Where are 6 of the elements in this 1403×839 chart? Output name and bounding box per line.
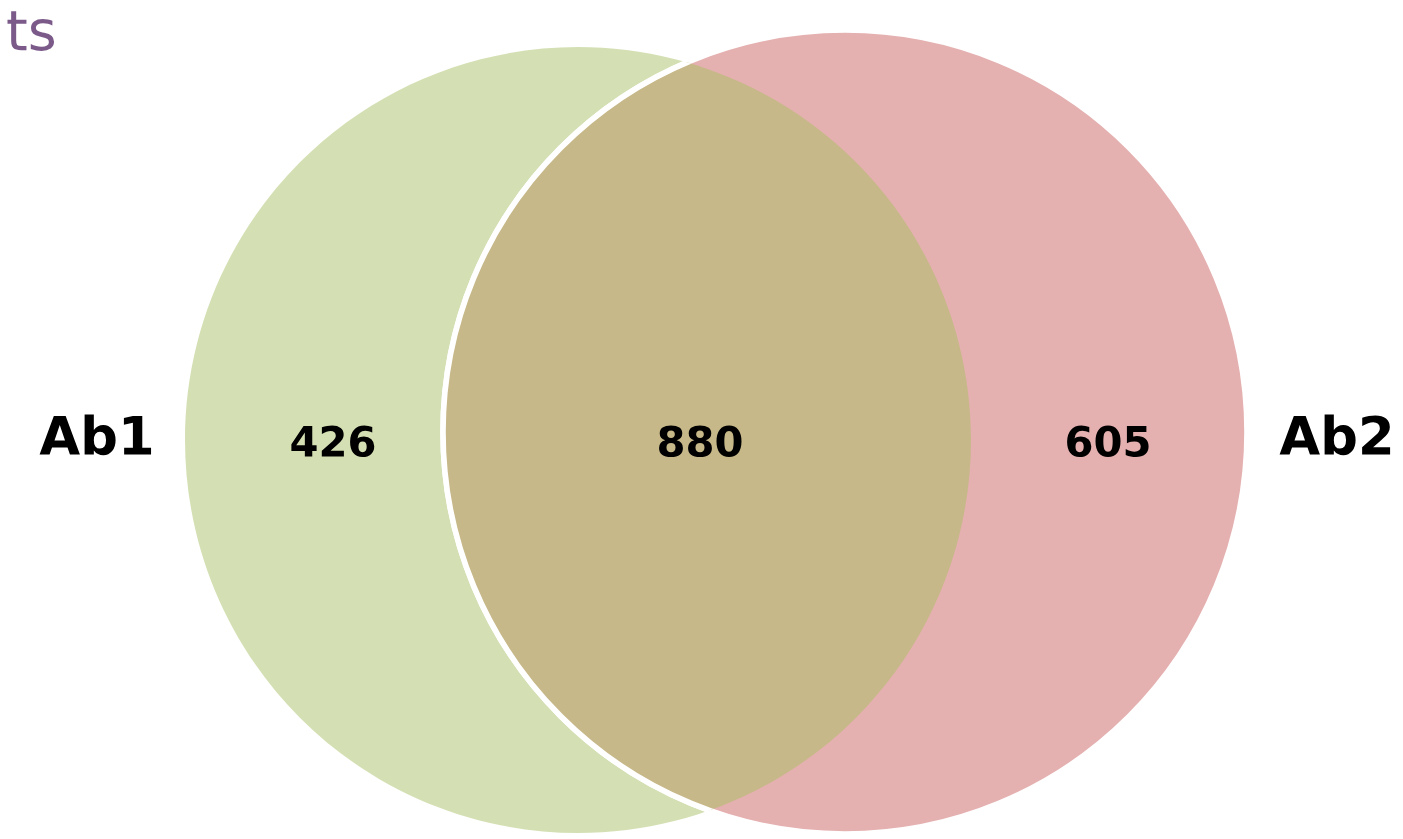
category-label: Ab1 [39, 414, 152, 456]
data-label: 880 [659, 425, 742, 458]
text: ts [7, 11, 55, 51]
data-label: 426 [291, 425, 375, 458]
category-label: Ab2 [1279, 414, 1391, 456]
data-label: 605 [1067, 425, 1149, 458]
